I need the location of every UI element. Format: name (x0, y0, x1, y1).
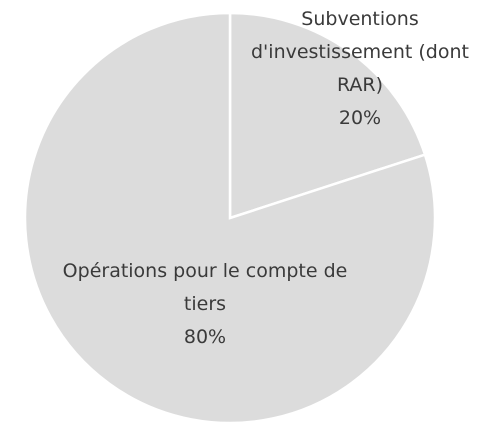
slice-name: Subventions d'investissement (dont RAR) (251, 8, 469, 96)
pie-slice (228, 11, 427, 220)
slice-value-label: 80% (183, 326, 227, 348)
pie-slice (23, 11, 437, 425)
slice-label: Opérations pour le compte de tiers 80% (45, 255, 365, 354)
slice-name: Opérations pour le compte de tiers (62, 260, 348, 315)
slice-value-label: 20% (338, 107, 382, 129)
slice-label: Subventions d'investissement (dont RAR) 2… (240, 3, 480, 135)
